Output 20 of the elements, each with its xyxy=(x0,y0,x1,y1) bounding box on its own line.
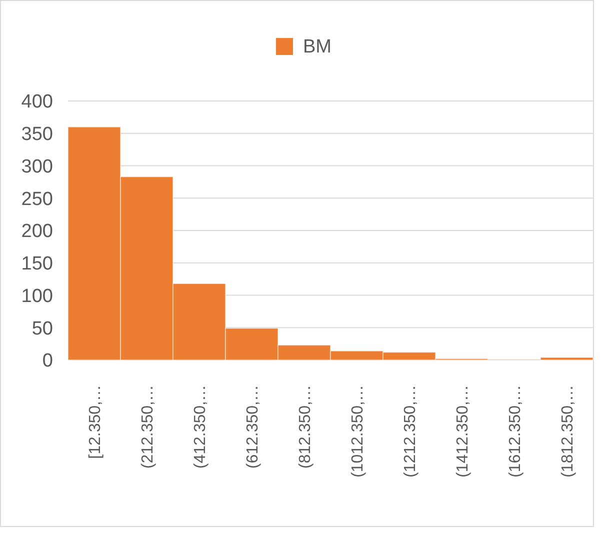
x-tick-label: (1612.350,… xyxy=(506,385,524,478)
y-tick-label: 0 xyxy=(42,350,53,372)
x-tick-label: (1412.350,… xyxy=(454,385,472,478)
y-tick-label: 100 xyxy=(21,286,53,307)
x-tick-label: [12.350,… xyxy=(86,385,104,459)
x-tick-label: (612.350,… xyxy=(244,385,262,469)
legend-label: BM xyxy=(303,36,332,58)
y-tick-label: 50 xyxy=(32,318,53,340)
x-tick-label: (412.350,… xyxy=(192,385,209,469)
x-tick-label: (1812.350,… xyxy=(559,385,576,478)
y-tick-label: 400 xyxy=(21,92,53,113)
x-tick-label: (812.350,… xyxy=(296,385,314,469)
y-tick-label: 300 xyxy=(21,156,53,178)
y-tick-label: 200 xyxy=(21,221,53,242)
y-tick-label: 350 xyxy=(21,124,53,146)
x-tick-label: (1012.350,… xyxy=(349,385,366,478)
x-tick-label: (212.350,… xyxy=(139,385,156,469)
y-tick-label: 150 xyxy=(21,254,53,275)
y-tick-label: 250 xyxy=(21,188,53,210)
x-tick-label: (1212.350,… xyxy=(402,385,419,478)
